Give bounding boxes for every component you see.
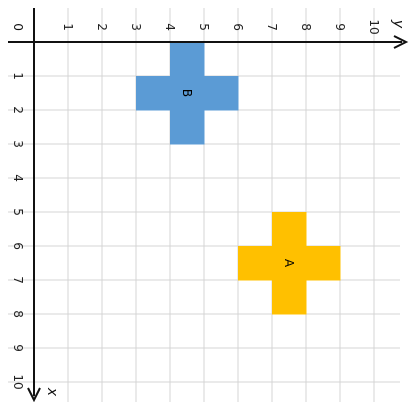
horizontal-tick-label: 6 — [231, 23, 245, 31]
vertical-tick-label: 4 — [11, 174, 25, 182]
shape-cell — [272, 280, 307, 315]
tick-labels: 1 2 3 4 5 6 7 8 9 10 1 2 3 4 5 6 7 8 9 10 — [11, 19, 381, 389]
horizontal-tick-label: 9 — [333, 23, 347, 31]
vertical-tick-label: 3 — [11, 140, 25, 148]
vertical-axis-label: x — [44, 387, 60, 397]
shape-cell — [170, 76, 205, 111]
horizontal-tick-label: 5 — [197, 23, 211, 31]
vertical-tick-label: 1 — [11, 72, 25, 80]
vertical-tick-label: 5 — [11, 208, 25, 216]
axis-labels: 0 y x — [11, 19, 406, 397]
shape-cell — [238, 246, 273, 281]
horizontal-tick-label: 3 — [129, 23, 143, 31]
horizontal-tick-label: 8 — [299, 23, 313, 31]
horizontal-tick-label: 10 — [367, 19, 381, 34]
shape-cell — [306, 246, 341, 281]
shape-a: A — [238, 212, 341, 315]
horizontal-axis-arrowhead — [393, 35, 409, 49]
axes-layer — [8, 8, 409, 403]
vertical-axis-arrowhead — [27, 387, 41, 403]
shape-cell — [204, 76, 239, 111]
shape-b: B — [136, 42, 239, 145]
vertical-tick-label: 6 — [11, 242, 25, 250]
horizontal-tick-label: 7 — [265, 23, 279, 31]
horizontal-axis-label: y — [390, 19, 406, 29]
vertical-tick-label: 9 — [11, 344, 25, 352]
shape-cell — [136, 76, 171, 111]
shape-cell — [170, 42, 205, 77]
origin-label: 0 — [11, 23, 25, 31]
shapes-layer: BA — [136, 42, 341, 315]
horizontal-tick-label: 4 — [163, 23, 177, 31]
shape-cell — [272, 246, 307, 281]
shape-label: B — [180, 89, 194, 97]
vertical-tick-label: 7 — [11, 276, 25, 284]
shape-cell — [272, 212, 307, 247]
vertical-tick-label: 2 — [11, 106, 25, 114]
shape-label: A — [282, 259, 296, 268]
vertical-tick-label: 10 — [11, 374, 25, 389]
horizontal-tick-label: 1 — [61, 23, 75, 31]
horizontal-tick-label: 2 — [95, 23, 109, 31]
vertical-tick-label: 8 — [11, 310, 25, 318]
shape-cell — [170, 110, 205, 145]
